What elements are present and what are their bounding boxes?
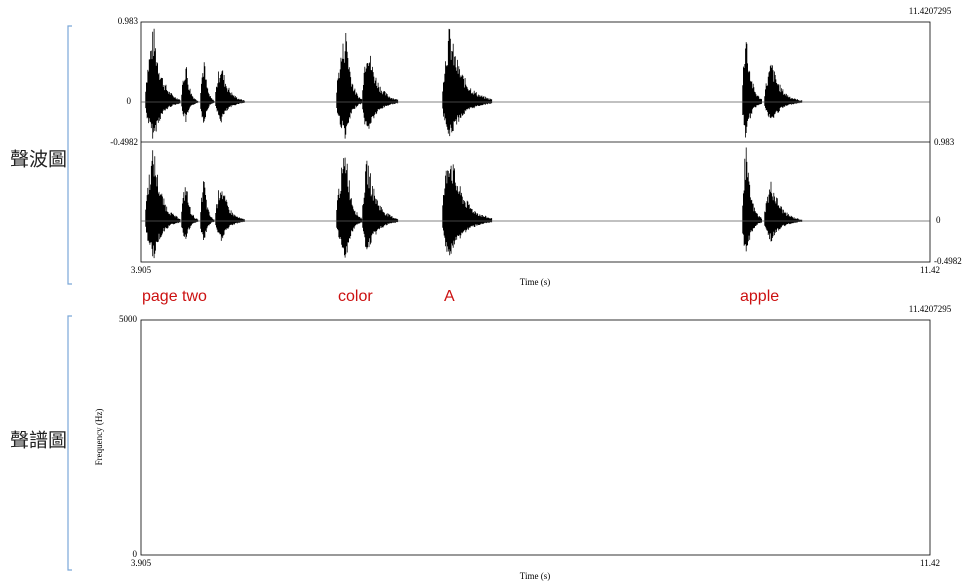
waveform-burst: [742, 148, 762, 252]
waveform-burst: [215, 70, 244, 122]
waveform-burst: [181, 187, 198, 239]
x-tick-label: 11.42: [920, 558, 940, 568]
waveform-burst: [145, 150, 180, 258]
x-tick-label: 3.905: [131, 558, 152, 568]
waveform-burst: [336, 33, 362, 139]
bracket: [68, 26, 72, 284]
y-tick-label: -0.4982: [110, 137, 138, 147]
x-tick-label: 11.42: [920, 265, 940, 275]
y-tick-label: 0.983: [118, 16, 139, 26]
figure: 聲波圖 聲譜圖 11.4207295 0.983 0 -0.4982 0.983…: [0, 0, 967, 585]
waveform-burst: [764, 182, 802, 242]
word-label: apple: [740, 288, 779, 305]
y-axis-label: Frequency (Hz): [94, 409, 104, 466]
x-axis-label: Time (s): [520, 571, 550, 581]
waveform-burst: [145, 29, 180, 139]
waveform-burst: [742, 42, 762, 137]
spectrogram-frame: [141, 320, 930, 555]
waveform-burst: [442, 164, 492, 255]
end-time: 11.4207295: [909, 6, 952, 16]
y-tick-label: 0.983: [934, 137, 955, 147]
waveform-burst: [362, 56, 398, 129]
waveform-burst: [215, 190, 244, 241]
waveform-burst: [362, 161, 398, 249]
waveform-panel: [141, 29, 930, 258]
bracket: [68, 316, 72, 570]
spectrogram-label: 聲譜圖: [10, 430, 67, 452]
word-label: page two: [142, 288, 207, 305]
waveform-burst: [442, 29, 492, 136]
y-tick-label: 5000: [119, 314, 138, 324]
x-axis-label: Time (s): [520, 277, 550, 287]
x-tick-label: 3.905: [131, 265, 152, 275]
waveform-burst: [200, 62, 214, 122]
waveform-label: 聲波圖: [10, 149, 67, 171]
word-label: color: [338, 288, 373, 305]
waveform-burst: [181, 67, 198, 122]
word-label: A: [444, 288, 455, 305]
end-time: 11.4207295: [909, 304, 952, 314]
y-tick-label: 0: [936, 215, 941, 225]
y-tick-label: 0: [127, 96, 132, 106]
waveform-burst: [200, 181, 214, 240]
waveform-burst: [336, 158, 362, 258]
waveform-burst: [764, 65, 802, 118]
